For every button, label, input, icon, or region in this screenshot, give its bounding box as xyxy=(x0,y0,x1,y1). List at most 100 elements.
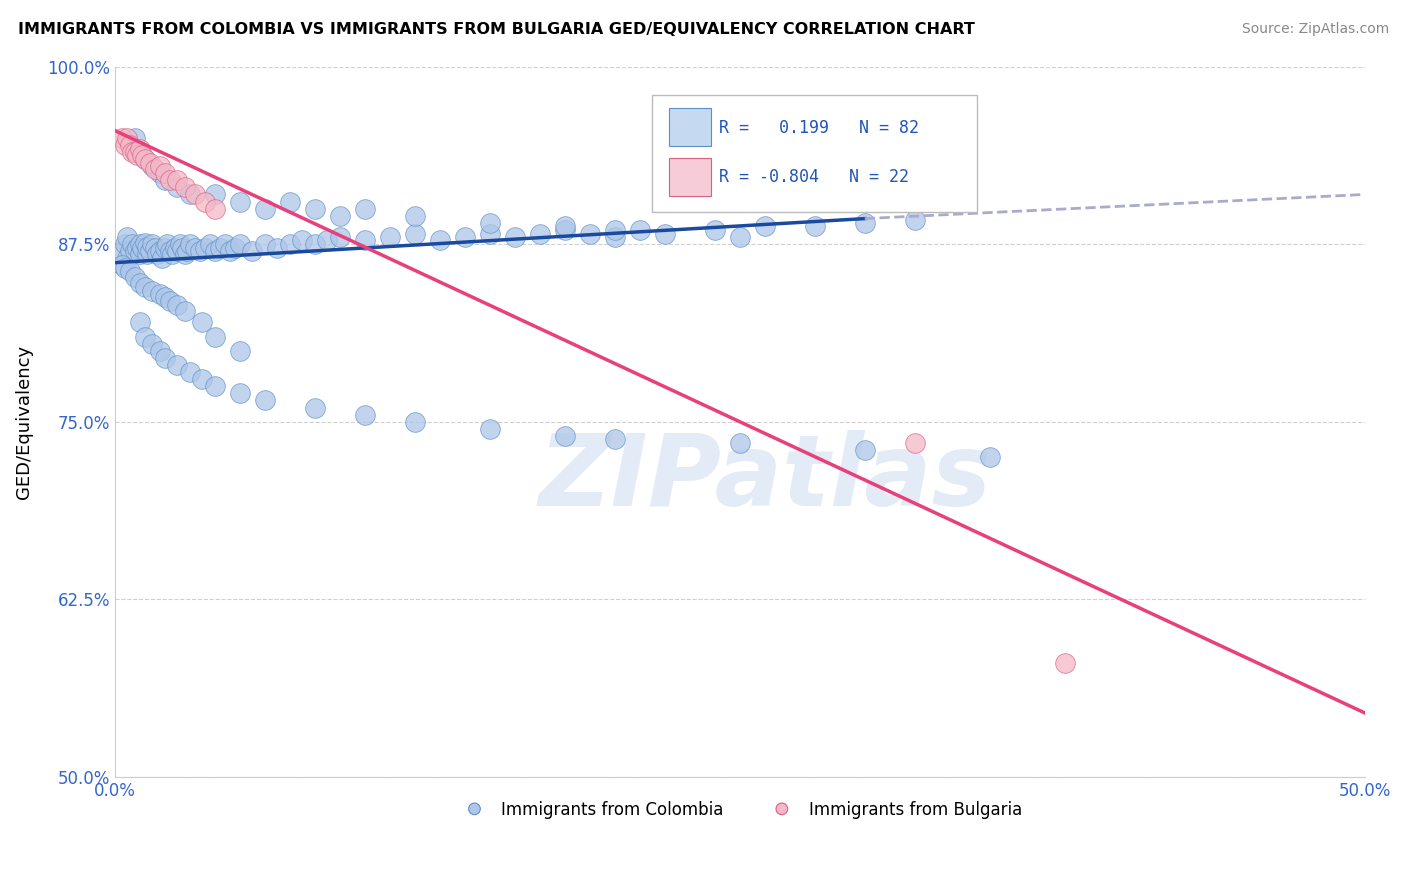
Point xyxy=(304,237,326,252)
Point xyxy=(166,173,188,187)
Point xyxy=(124,269,146,284)
Point xyxy=(229,237,252,252)
Point xyxy=(141,159,163,173)
Point xyxy=(114,261,136,276)
Point xyxy=(153,290,176,304)
Point xyxy=(124,130,146,145)
Point xyxy=(253,202,276,216)
Y-axis label: GED/Equivalency: GED/Equivalency xyxy=(15,344,32,499)
Point xyxy=(146,247,169,261)
Point xyxy=(166,358,188,372)
Point xyxy=(121,237,143,252)
Point xyxy=(454,230,477,244)
Point xyxy=(139,156,162,170)
Point xyxy=(554,223,576,237)
Point xyxy=(179,187,201,202)
Point xyxy=(184,242,207,256)
Point xyxy=(316,233,339,247)
Point xyxy=(136,247,159,261)
Point xyxy=(149,159,172,173)
FancyBboxPatch shape xyxy=(668,158,711,196)
Point xyxy=(136,240,159,254)
Point xyxy=(204,244,226,259)
Point xyxy=(353,408,375,422)
Point xyxy=(754,219,776,233)
Point xyxy=(404,415,426,429)
Point xyxy=(853,443,876,458)
Point xyxy=(728,436,751,450)
Point xyxy=(153,173,176,187)
Point xyxy=(124,145,146,159)
Point xyxy=(149,244,172,259)
Point xyxy=(134,280,156,294)
Point xyxy=(114,137,136,152)
Point xyxy=(229,386,252,401)
Point xyxy=(214,237,236,252)
Point xyxy=(218,244,240,259)
Point xyxy=(703,223,725,237)
Point xyxy=(188,244,211,259)
Point xyxy=(654,227,676,242)
Point xyxy=(353,233,375,247)
Point xyxy=(904,436,927,450)
Point xyxy=(131,147,153,161)
Text: IMMIGRANTS FROM COLOMBIA VS IMMIGRANTS FROM BULGARIA GED/EQUIVALENCY CORRELATION: IMMIGRANTS FROM COLOMBIA VS IMMIGRANTS F… xyxy=(18,22,976,37)
Point xyxy=(198,237,221,252)
Point xyxy=(134,329,156,343)
Point xyxy=(118,264,141,278)
Point xyxy=(478,422,501,436)
Text: Source: ZipAtlas.com: Source: ZipAtlas.com xyxy=(1241,22,1389,37)
Point xyxy=(728,230,751,244)
Point xyxy=(149,343,172,358)
Point xyxy=(128,276,150,290)
Point xyxy=(278,237,301,252)
Point xyxy=(224,242,246,256)
Point xyxy=(128,145,150,159)
Point xyxy=(134,235,156,250)
Point xyxy=(478,216,501,230)
Point xyxy=(603,230,626,244)
Point xyxy=(191,315,214,329)
Point xyxy=(166,180,188,194)
Point xyxy=(804,219,827,233)
Point xyxy=(128,315,150,329)
Point xyxy=(114,237,136,252)
Point xyxy=(166,298,188,312)
Point xyxy=(191,372,214,386)
Point xyxy=(139,244,162,259)
Point xyxy=(149,286,172,301)
Point xyxy=(176,244,198,259)
Text: R =   0.199   N = 82: R = 0.199 N = 82 xyxy=(718,119,918,136)
Point xyxy=(149,166,172,180)
Text: ZIPatlas: ZIPatlas xyxy=(538,430,991,527)
Point xyxy=(179,237,201,252)
Point xyxy=(503,230,526,244)
Point xyxy=(554,429,576,443)
Point xyxy=(141,237,163,252)
Point xyxy=(117,230,139,244)
Point xyxy=(124,244,146,259)
Point xyxy=(304,202,326,216)
Point xyxy=(131,242,153,256)
Point xyxy=(153,351,176,365)
FancyBboxPatch shape xyxy=(668,108,711,146)
Point xyxy=(169,237,191,252)
Point xyxy=(159,173,181,187)
Point xyxy=(111,259,134,273)
Point xyxy=(156,237,179,252)
Point xyxy=(159,244,181,259)
Point xyxy=(194,194,217,209)
Point xyxy=(853,216,876,230)
Point xyxy=(329,230,352,244)
Point xyxy=(353,202,375,216)
Point xyxy=(163,242,186,256)
Point xyxy=(229,343,252,358)
Point xyxy=(153,166,176,180)
Point xyxy=(404,209,426,223)
Point xyxy=(204,202,226,216)
Point xyxy=(184,187,207,202)
Point xyxy=(162,247,184,261)
Point xyxy=(172,242,194,256)
Point xyxy=(291,233,314,247)
Point xyxy=(404,227,426,242)
